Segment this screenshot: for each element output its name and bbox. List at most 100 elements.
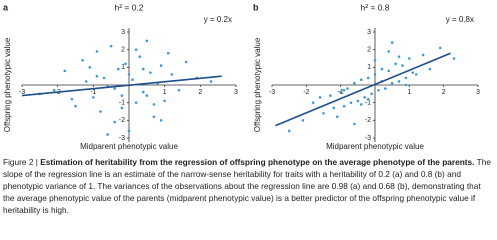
- point: [353, 122, 356, 126]
- point: [404, 83, 408, 87]
- point: [134, 101, 138, 104]
- x-tick-label: 3: [234, 89, 238, 96]
- point: [170, 73, 174, 76]
- point: [414, 73, 418, 76]
- x-axis-label: Midparent phenotypic value: [80, 142, 178, 151]
- point: [163, 99, 166, 103]
- point: [377, 89, 380, 92]
- point: [370, 92, 373, 96]
- point: [120, 94, 124, 97]
- point: [109, 44, 113, 48]
- point: [301, 119, 305, 122]
- y-tick-label: 1: [367, 64, 371, 71]
- point: [88, 66, 92, 69]
- y-tick-label: 3: [121, 29, 125, 36]
- y-tick-label: -2: [119, 117, 125, 124]
- y-axis-label: Offspring phenotypic value: [253, 37, 262, 132]
- point: [366, 97, 370, 101]
- point: [339, 90, 342, 94]
- x-tick-label: -3: [19, 89, 25, 96]
- caption: Figure 2 | Estimation of heritability fr…: [3, 156, 493, 216]
- x-tick-label: 2: [442, 89, 446, 96]
- point: [70, 97, 74, 101]
- point: [145, 39, 149, 43]
- point: [452, 57, 456, 60]
- point: [421, 53, 425, 57]
- point: [363, 96, 367, 99]
- point: [394, 62, 397, 66]
- y-tick-label: -1: [119, 100, 125, 107]
- y-tick-label: 1: [121, 64, 125, 71]
- point: [346, 87, 349, 90]
- point: [95, 74, 99, 78]
- point: [127, 129, 131, 133]
- point: [411, 71, 415, 74]
- point: [349, 101, 353, 104]
- point: [81, 58, 84, 62]
- panel-label: b: [253, 2, 259, 12]
- point: [52, 89, 56, 92]
- point: [102, 76, 106, 80]
- point: [311, 101, 315, 104]
- charts: ah² = 0.2y = 0.2x-3-2-1123321-1-2-3Midpa…: [3, 2, 480, 151]
- point: [387, 69, 391, 73]
- point: [335, 115, 339, 119]
- point: [159, 64, 163, 67]
- point: [138, 55, 141, 59]
- x-tick-label: 1: [407, 89, 411, 96]
- x-tick-label: 1: [163, 89, 167, 96]
- point: [63, 69, 67, 73]
- y-tick-label: -2: [365, 117, 371, 124]
- point: [366, 76, 370, 80]
- caption-title: Estimation of heritability from the regr…: [40, 157, 475, 167]
- point: [390, 41, 394, 44]
- point: [113, 87, 117, 90]
- y-tick-label: -3: [365, 135, 371, 142]
- point: [322, 111, 325, 115]
- panel-label: a: [3, 2, 9, 12]
- point: [287, 129, 291, 133]
- figure: ah² = 0.2y = 0.2x-3-2-1123321-1-2-3Midpa…: [3, 2, 493, 216]
- point: [401, 64, 404, 67]
- point: [166, 51, 170, 55]
- point: [159, 119, 163, 122]
- point: [342, 104, 346, 108]
- point: [74, 104, 77, 108]
- point: [124, 62, 127, 66]
- x-tick-label: 3: [476, 89, 480, 96]
- point: [359, 103, 363, 106]
- point: [404, 76, 408, 80]
- fit-annotation: y = 0.2x: [204, 15, 232, 24]
- x-tick-label: -1: [90, 89, 96, 96]
- point: [152, 115, 156, 119]
- x-tick-label: -3: [269, 89, 275, 96]
- point: [342, 89, 346, 92]
- point: [141, 90, 145, 94]
- point: [428, 67, 432, 71]
- point: [356, 99, 360, 103]
- point: [380, 67, 384, 71]
- point: [106, 133, 109, 136]
- point: [184, 60, 188, 64]
- y-axis-label: Offspring phenotypic value: [3, 37, 12, 132]
- point: [373, 73, 377, 76]
- point: [127, 73, 131, 76]
- point: [145, 94, 149, 97]
- y-tick-label: 2: [367, 47, 371, 54]
- y-tick-label: 2: [121, 47, 125, 54]
- point: [113, 120, 117, 124]
- point: [332, 106, 336, 110]
- point: [134, 48, 138, 51]
- caption-label: Figure 2 |: [3, 157, 38, 167]
- point: [329, 94, 332, 97]
- point: [209, 80, 213, 83]
- point: [120, 106, 124, 110]
- point: [353, 81, 356, 85]
- point: [408, 57, 411, 60]
- point: [373, 58, 377, 62]
- point: [387, 50, 391, 53]
- point: [152, 103, 156, 106]
- point: [397, 55, 401, 59]
- y-tick-label: 3: [367, 29, 371, 36]
- point: [177, 89, 181, 92]
